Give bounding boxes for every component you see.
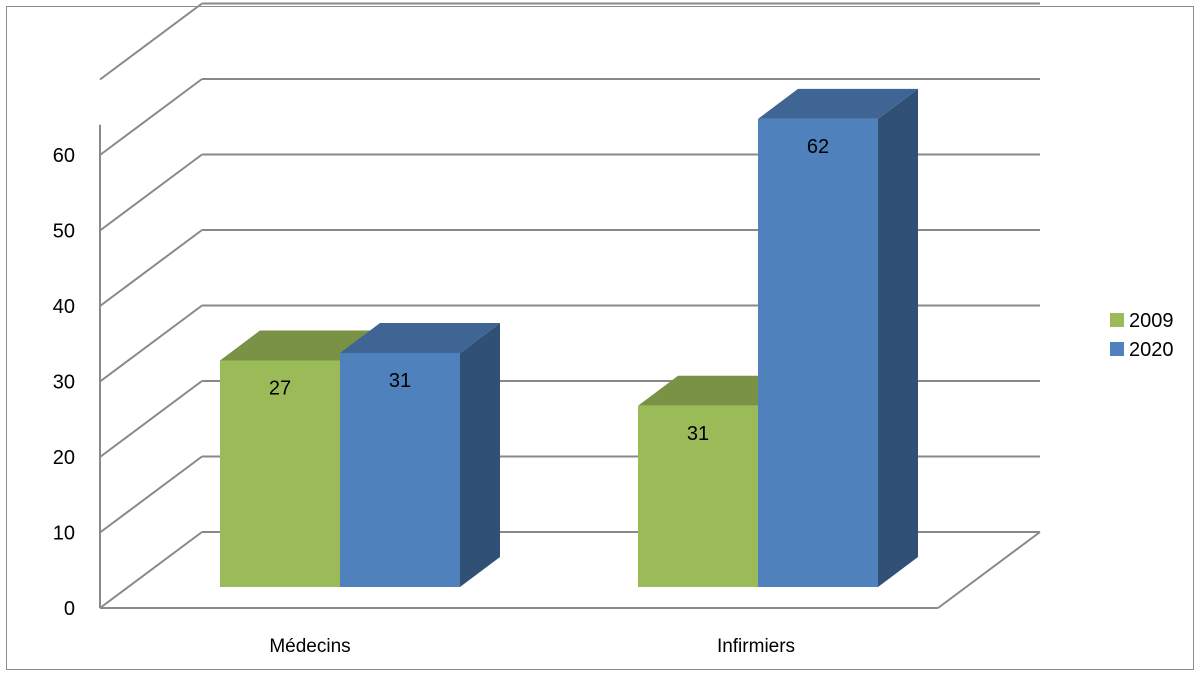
- floor-right-edge: [937, 531, 1041, 609]
- x-tick-label: Médecins: [269, 636, 350, 657]
- bar-2020-1: [758, 118, 878, 588]
- bar-2020-0: [340, 352, 460, 587]
- bar-side-2020-0: [460, 322, 500, 587]
- side-gridline: [99, 78, 203, 156]
- y-tick-label: 60: [53, 145, 75, 167]
- chart-frame: [6, 6, 1194, 670]
- bar-side-2020-1: [878, 88, 918, 588]
- side-gridline: [99, 2, 203, 81]
- x-tick-label: Infirmiers: [717, 636, 795, 657]
- side-gridline: [99, 229, 203, 307]
- y-tick-label: 10: [53, 523, 75, 545]
- legend-swatch-2020: [1110, 342, 1124, 356]
- bar-top-2020-0: [340, 322, 500, 353]
- side-gridline: [99, 304, 203, 383]
- y-tick-label: 30: [53, 372, 75, 394]
- data-label: 62: [807, 136, 829, 158]
- bar-2009-1: [638, 405, 758, 587]
- bar-2009-0: [220, 360, 340, 587]
- y-tick-label: 20: [53, 447, 75, 469]
- bar-top-2020-1: [758, 88, 918, 119]
- y-tick-label: 50: [53, 221, 75, 243]
- legend-label: 2020: [1129, 339, 1174, 361]
- side-gridline: [99, 380, 203, 458]
- data-label: 31: [389, 370, 411, 392]
- side-gridline: [99, 455, 203, 534]
- side-gridline: [99, 153, 203, 232]
- side-gridline: [99, 531, 203, 609]
- legend-swatch-2009: [1110, 313, 1124, 327]
- data-label: 27: [269, 378, 291, 400]
- y-tick-label: 0: [64, 598, 75, 620]
- legend-label: 2009: [1129, 310, 1174, 332]
- data-label: 31: [687, 423, 709, 445]
- y-tick-label: 40: [53, 296, 75, 318]
